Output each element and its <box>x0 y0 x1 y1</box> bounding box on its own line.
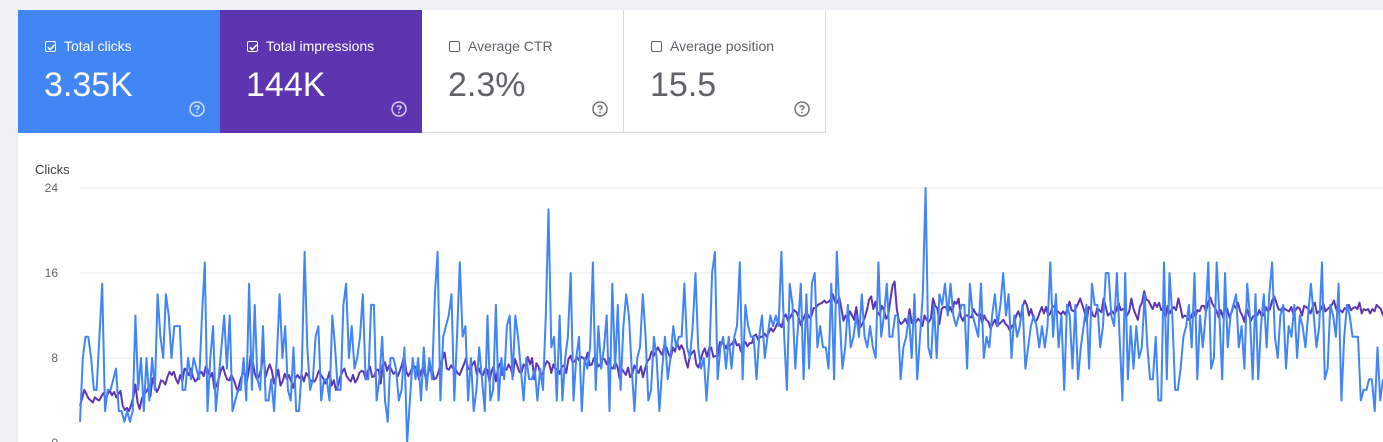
average-ctr-value: 2.3% <box>448 66 526 104</box>
performance-panel: Total clicks 3.35K Total impressions 144… <box>18 10 1383 442</box>
average-ctr-card[interactable]: Average CTR 2.3% <box>422 10 624 133</box>
average-ctr-checkbox[interactable] <box>449 40 460 52</box>
average-ctr-header: Average CTR <box>449 38 553 54</box>
y-axis-label: Clicks <box>35 162 70 177</box>
total-impressions-value: 144K <box>246 66 326 104</box>
total-impressions-label: Total impressions <box>266 38 375 54</box>
chart-plot: 24 16 8 0 <box>45 181 1383 442</box>
help-icon[interactable] <box>794 101 810 117</box>
total-clicks-value: 3.35K <box>44 66 133 104</box>
help-icon[interactable] <box>189 101 205 117</box>
clicks-series-line <box>79 187 1383 442</box>
total-clicks-header: Total clicks <box>45 38 132 54</box>
y-tick-label: 0 <box>51 436 58 442</box>
checkmark-icon <box>249 43 258 51</box>
total-impressions-card[interactable]: Total impressions 144K <box>220 10 422 133</box>
performance-chart: Clicks 24 16 8 0 <box>18 133 1383 442</box>
average-position-header: Average position <box>651 38 774 54</box>
total-impressions-checkbox[interactable] <box>247 40 258 52</box>
help-icon[interactable] <box>592 101 608 117</box>
y-tick-label: 16 <box>45 266 59 280</box>
average-ctr-label: Average CTR <box>468 38 553 54</box>
total-clicks-checkbox[interactable] <box>45 40 56 52</box>
total-impressions-header: Total impressions <box>247 38 374 54</box>
average-position-label: Average position <box>670 38 775 54</box>
total-clicks-card[interactable]: Total clicks 3.35K <box>18 10 220 133</box>
checkmark-icon <box>47 43 56 51</box>
total-clicks-label: Total clicks <box>64 38 132 54</box>
y-tick-label: 8 <box>51 351 58 365</box>
metric-cards: Total clicks 3.35K Total impressions 144… <box>18 10 826 133</box>
help-icon[interactable] <box>391 101 407 117</box>
average-position-checkbox[interactable] <box>651 40 662 52</box>
average-position-value: 15.5 <box>650 66 717 104</box>
average-position-card[interactable]: Average position 15.5 <box>624 10 826 133</box>
y-tick-label: 24 <box>45 181 59 195</box>
